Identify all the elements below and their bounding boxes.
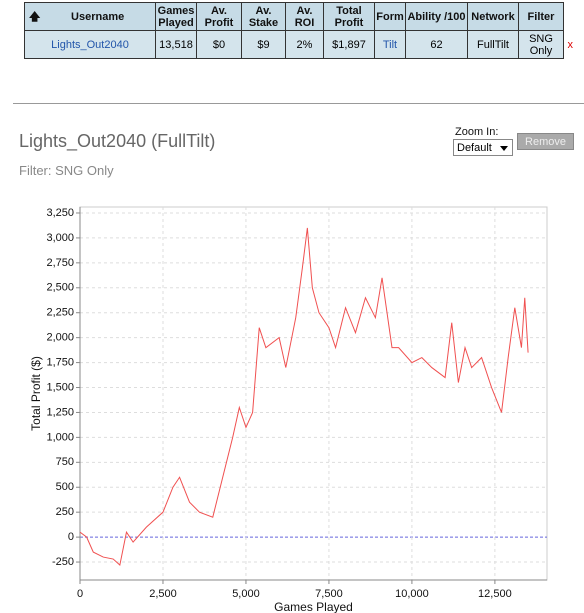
cell: 13,518 [155,30,197,59]
form-link[interactable]: Tilt [374,30,406,59]
header-cell: Ability /100 [405,2,468,31]
header-text: Username [71,10,125,23]
y-tick-label: 2,250 [46,307,74,319]
x-axis-label: Games Played [274,600,353,613]
y-tick-label: -250 [52,556,74,568]
y-tick-label: 1,500 [46,381,74,393]
header-cell: 🡅 Username [24,2,156,31]
x-tick-label: 10,000 [395,588,429,600]
remove-button[interactable]: Remove [517,133,574,150]
x-tick-label: 12,500 [478,588,512,600]
separator [13,103,584,104]
filter-label: Filter: SNG Only [19,163,114,178]
cell: $9 [241,30,286,59]
y-tick-label: 500 [56,481,74,493]
y-tick-label: 1,000 [46,431,74,443]
y-axis-label: Total Profit ($) [29,356,43,431]
cell: 62 [405,30,468,59]
y-tick-label: 1,750 [46,356,74,368]
header-cell: Total Profit [323,2,375,31]
zoom-select[interactable]: Default [453,139,513,156]
y-tick-label: 3,000 [46,232,74,244]
header-cell: Form [374,2,406,31]
chart: -250 0 250 500 750 1,000 1,250 1,500 1,750 2,000 2… [29,206,548,613]
cell: $1,897 [323,30,375,59]
zoom-label: Zoom In: [455,126,499,138]
x-tick-label: 7,500 [315,588,343,600]
x-tick-label: 5,000 [232,588,260,600]
cell: 2% [285,30,324,59]
data-row: Lights_Out2040 13,518 $0 $9 2% $1,897 Ti… [24,30,577,59]
y-tick-label: 1,250 [46,406,74,418]
header-cell: Av. Profit [196,2,242,31]
cell: $0 [196,30,242,59]
header-row: 🡅 Username Games Played Av. Profit Av. St… [24,2,577,31]
header-cell: Network [467,2,519,31]
x-tick-label: 0 [77,588,83,600]
sort-arrow: 🡅 [29,10,41,23]
y-tick-label: 250 [56,506,74,518]
blank [563,2,577,31]
username-link[interactable]: Lights_Out2040 [24,30,156,59]
header-cell: Av. ROI [285,2,324,31]
remove-filter[interactable]: x [563,30,577,59]
header-cell: Games Played [155,2,197,31]
cell: SNG Only [518,30,564,59]
y-tick-label: 0 [68,531,74,543]
x-tick-label: 2,500 [149,588,177,600]
cell: FullTilt [467,30,519,59]
y-tick-label: 750 [56,456,74,468]
y-tick-label: 2,750 [46,257,74,269]
y-tick-label: 3,250 [46,207,74,219]
header-cell: Filter [518,2,564,31]
header-cell: Av. Stake [241,2,286,31]
y-tick-label: 2,500 [46,282,74,294]
profit-line [79,227,529,566]
plot-area [79,206,548,581]
stats-table: 🡅 Username Games Played Av. Profit Av. St… [24,2,577,59]
y-tick-label: 2,000 [46,332,74,344]
title: Lights_Out2040 (FullTilt) [19,131,216,151]
